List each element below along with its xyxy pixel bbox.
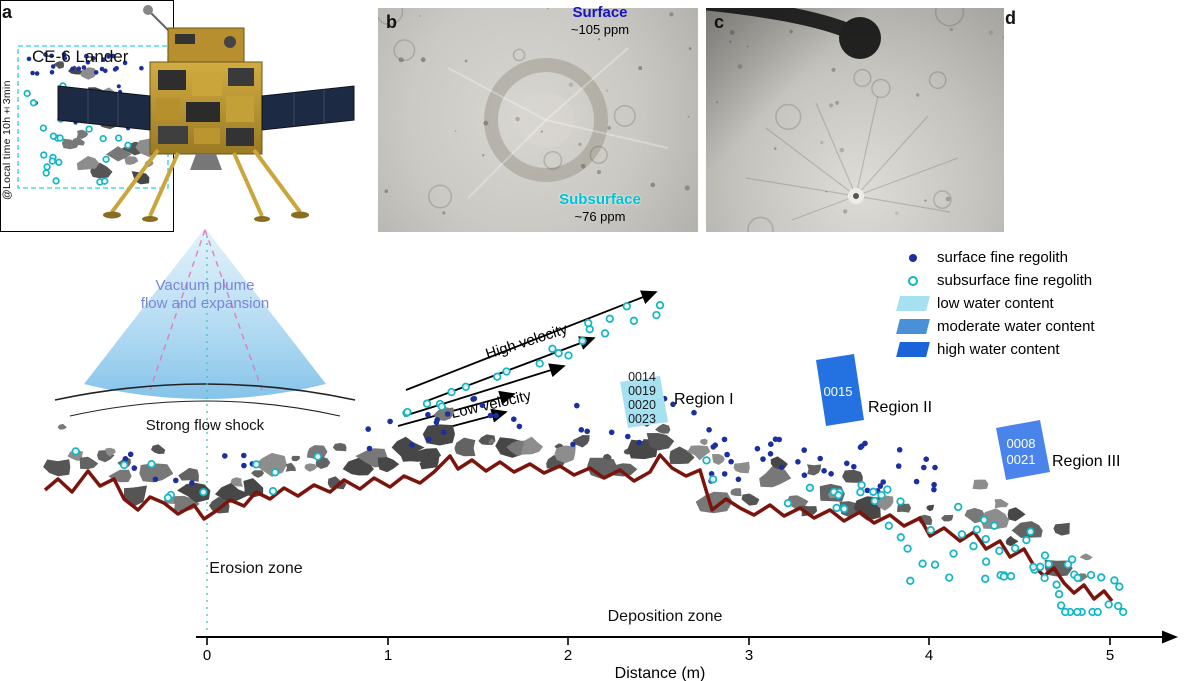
- region3-water-swatch: [996, 420, 1050, 480]
- panel-c-label: c: [714, 12, 725, 32]
- region1-water-swatch: [620, 376, 668, 428]
- legend-item-moderate-water: moderate water content: [896, 315, 1095, 338]
- svg-text:0019: 0019: [628, 384, 656, 398]
- legend-item-subsurface-regolith: subsurface fine regolith: [898, 269, 1095, 292]
- lander-title: CE-6 Lander: [32, 47, 129, 66]
- svg-text:0023: 0023: [628, 412, 656, 426]
- subsurface-label: Subsurface: [559, 191, 641, 208]
- region2-label: Region II: [868, 399, 932, 416]
- vacuum-plume-cone: [84, 228, 326, 399]
- panel-d-label: d: [1005, 8, 1016, 28]
- local-time-note: @Local time 10h±3min: [1, 80, 13, 200]
- moderate-water-swatch: [896, 319, 930, 334]
- svg-text:2: 2: [564, 647, 572, 664]
- legend-item-high-water: high water content: [896, 338, 1095, 361]
- flow-shock-arcs: [54, 383, 356, 417]
- region3-sample-numbers: 0008 0021: [1007, 436, 1036, 467]
- crater-rim: [484, 58, 608, 182]
- surface-label: Surface: [572, 4, 628, 21]
- legend-item-surface-regolith: surface fine regolith: [898, 246, 1095, 269]
- panel-c-texture: [706, 8, 1004, 232]
- solar-panel-right: [261, 85, 355, 131]
- svg-text:1: 1: [384, 647, 392, 664]
- high-water-swatch: [896, 342, 930, 357]
- axis-ticks: [206, 637, 1111, 645]
- legend-label: high water content: [937, 341, 1060, 358]
- axis-tick-labels: 0 1 2 3 4 5: [203, 647, 1114, 664]
- plume-label-line2: flow and expansion: [141, 295, 269, 312]
- solar-panel-left: [57, 85, 151, 131]
- svg-text:3: 3: [745, 647, 753, 664]
- plume-label-line1: Vacuum plume: [156, 277, 255, 294]
- svg-text:0014: 0014: [628, 370, 656, 384]
- region2-water-swatch: [816, 354, 864, 426]
- svg-text:0021: 0021: [1007, 452, 1036, 467]
- subsurface-ppm-value: ~76 ppm: [574, 209, 626, 224]
- engine-nozzle: [190, 154, 222, 170]
- panel-b-label: b: [386, 12, 397, 32]
- svg-text:0020: 0020: [628, 398, 656, 412]
- svg-text:5: 5: [1106, 647, 1114, 664]
- svg-text:4: 4: [925, 647, 933, 664]
- region2-sample-number: 0015: [824, 384, 853, 399]
- erosion-zone-label: Erosion zone: [209, 560, 302, 577]
- legend-label: surface fine regolith: [937, 249, 1068, 266]
- regolith-dot-scatter: [71, 301, 1128, 617]
- bright-crater-center: [853, 193, 859, 199]
- axis-title: Distance (m): [615, 665, 706, 681]
- lander-illustration: [57, 5, 355, 222]
- svg-text:0008: 0008: [1007, 436, 1036, 451]
- region1-sample-numbers: 0014 0019 0020 0023: [628, 370, 656, 426]
- region1-label: Region I: [674, 391, 734, 408]
- panel-b-surface-image: [378, 8, 698, 232]
- velocity-arrows: [397, 290, 658, 431]
- crater-rays: [447, 47, 669, 199]
- lander-legs: [110, 148, 302, 217]
- svg-text:0: 0: [203, 647, 211, 664]
- legend-label: low water content: [937, 295, 1054, 312]
- panel-a-label: a: [2, 2, 13, 22]
- crater-floor: [518, 92, 574, 148]
- panel-c-surface-image: [706, 8, 1004, 232]
- axis-arrowhead: [1162, 630, 1178, 644]
- legend: surface fine regolith subsurface fine re…: [896, 246, 1095, 361]
- legend-label: moderate water content: [937, 318, 1095, 335]
- subsurface-circle-icon: [898, 275, 928, 286]
- legend-label: subsurface fine regolith: [937, 272, 1093, 289]
- surface-ppm-value: ~105 ppm: [570, 22, 630, 37]
- panel-b-texture: [378, 8, 692, 215]
- legend-item-low-water: low water content: [896, 292, 1095, 315]
- rock-field: [43, 407, 1093, 582]
- surface-profile-line: [43, 453, 1114, 603]
- shock-label: Strong flow shock: [146, 417, 265, 434]
- crater-rays: [745, 95, 959, 221]
- region3-label: Region III: [1052, 453, 1120, 470]
- surface-dot-icon: [898, 253, 928, 262]
- low-water-swatch: [896, 296, 930, 311]
- distance-axis: 0 1 2 3 4 5 Distance (m): [196, 630, 1178, 681]
- sampling-scoop-silhouette: [706, 8, 881, 59]
- deposition-zone-label: Deposition zone: [608, 608, 723, 625]
